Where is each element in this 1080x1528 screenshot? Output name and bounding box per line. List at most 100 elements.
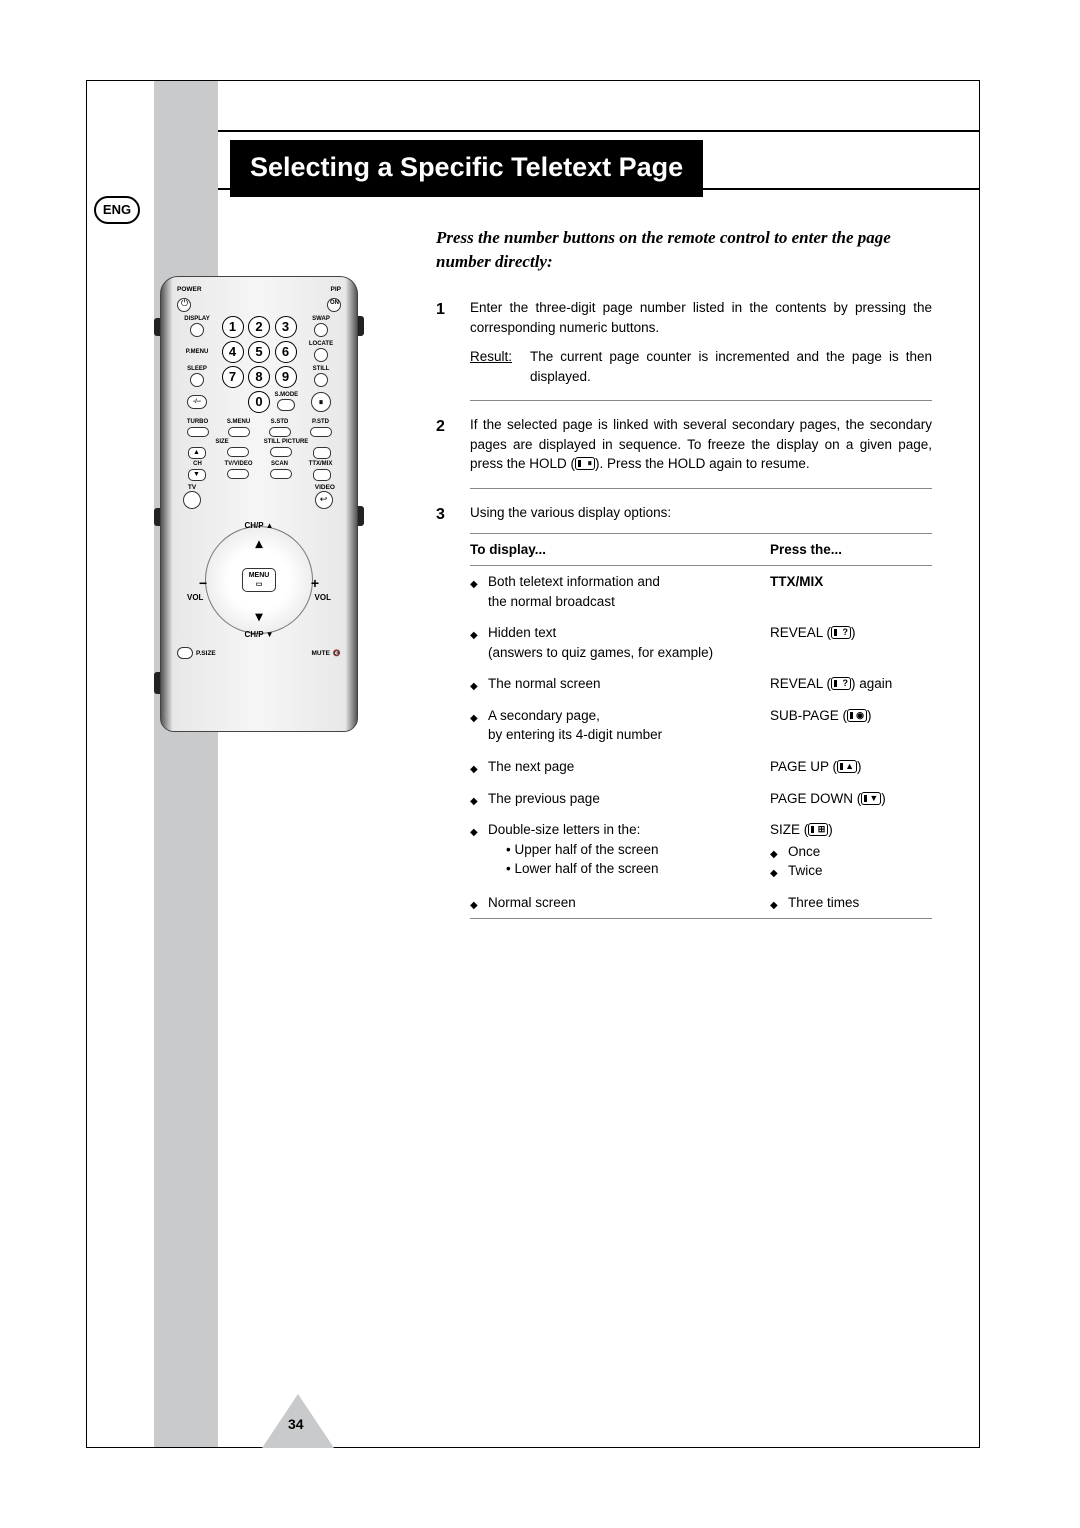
- opt-left: A secondary page,: [488, 708, 600, 723]
- opt-right: REVEAL (: [770, 625, 831, 640]
- bullet-icon: [470, 820, 488, 881]
- bullet-icon: [470, 623, 488, 662]
- pill-button: [310, 427, 332, 437]
- nav-minus: −: [199, 575, 207, 591]
- opt-left: Double-size letters in the:: [488, 822, 640, 837]
- opt-right-2: ): [857, 759, 862, 774]
- small-button: [190, 373, 204, 387]
- options-header-right: Press the...: [770, 540, 932, 560]
- scan-label: SCAN: [262, 461, 298, 467]
- tvvideo-label: TV/VIDEO: [221, 461, 257, 467]
- pill-button: [270, 447, 292, 457]
- still-label: STILL: [313, 366, 330, 372]
- option-row: Double-size letters in the: Upper half o…: [470, 814, 932, 887]
- options-header-left: To display...: [470, 540, 770, 560]
- small-button: [314, 348, 328, 362]
- locate-label: LOCATE: [309, 341, 333, 347]
- language-badge: ENG: [94, 196, 140, 224]
- opt-left: The previous page: [488, 789, 770, 809]
- power-button: ⏻: [177, 298, 191, 312]
- video-button: ↩: [315, 491, 333, 509]
- smode-button: [277, 399, 295, 411]
- option-row: Normal screen Three times: [470, 887, 932, 919]
- bullet-icon: [470, 789, 488, 809]
- pmenu-label: P.MENU: [186, 349, 209, 355]
- num-8-button: 8: [248, 366, 270, 388]
- bullet-icon: [770, 893, 788, 913]
- opt-right: REVEAL (: [770, 676, 831, 691]
- num-1-button: 1: [222, 316, 244, 338]
- opt-right-2: ) again: [851, 676, 892, 691]
- turbo-label: TURBO: [180, 419, 216, 425]
- intro-text: Press the number buttons on the remote c…: [436, 226, 944, 274]
- nav-up-arrow: ▴: [255, 535, 262, 552]
- step-2: 2 If the selected page is linked with se…: [436, 415, 932, 474]
- step-separator: [470, 400, 932, 401]
- psize-button: [177, 647, 193, 659]
- options-bottom-rule: [470, 918, 932, 919]
- smode-label: S.MODE: [275, 392, 299, 398]
- opt-left-2: the normal broadcast: [488, 594, 615, 609]
- pill-button: [228, 427, 250, 437]
- power-label: POWER: [177, 287, 202, 294]
- opt-left-2: by entering its 4-digit number: [488, 727, 662, 742]
- opt-rsub-2: Twice: [788, 861, 823, 881]
- num-5-button: 5: [248, 341, 270, 363]
- mute-label: MUTE: [311, 650, 329, 657]
- small-button: [190, 323, 204, 337]
- opt-right: Three times: [788, 893, 859, 913]
- ch-label: CH: [180, 461, 216, 467]
- num-9-button: 9: [275, 366, 297, 388]
- num-0-button: 0: [248, 391, 270, 413]
- reveal-icon: [831, 626, 851, 639]
- opt-right: SUB-PAGE (: [770, 708, 847, 723]
- opt-left: The next page: [488, 757, 770, 777]
- num-3-button: 3: [275, 316, 297, 338]
- mute-icon: 🔇: [333, 649, 341, 657]
- num-6-button: 6: [275, 341, 297, 363]
- bullet-icon: [470, 757, 488, 777]
- opt-right-2: ): [881, 791, 886, 806]
- smenu-label: S.MENU: [221, 419, 257, 425]
- pstd-label: P.STD: [303, 419, 339, 425]
- opt-right: PAGE UP (: [770, 759, 837, 774]
- opt-right-2: ): [867, 708, 872, 723]
- sleep-label: SLEEP: [187, 366, 207, 372]
- opt-sub-2: Lower half of the screen: [506, 859, 770, 879]
- tv-label: TV: [183, 485, 201, 492]
- pill-button: [227, 447, 249, 457]
- step3-text: Using the various display options:: [470, 505, 671, 520]
- stillpic-label: STILL PICTURE: [258, 439, 314, 445]
- step-body: Using the various display options: To di…: [470, 503, 932, 919]
- opt-left: Both teletext information and: [488, 574, 660, 589]
- ttxmix-label: TTX/MIX: [303, 461, 339, 467]
- page-number: 34: [288, 1416, 304, 1432]
- small-button: [314, 373, 328, 387]
- step-body: If the selected page is linked with seve…: [470, 415, 932, 474]
- pill-button: [313, 447, 331, 459]
- size-label: SIZE: [204, 439, 240, 445]
- menu-button: MENU▭: [242, 568, 276, 592]
- hold-button: ⏸: [311, 392, 331, 412]
- tv-button: [183, 491, 201, 509]
- option-row: The previous page PAGE DOWN (): [470, 783, 932, 815]
- opt-right: TTX/MIX: [770, 574, 823, 589]
- opt-left: The normal screen: [488, 674, 770, 694]
- steps-container: 1 Enter the three-digit page number list…: [436, 298, 932, 933]
- option-row: The normal screen REVEAL ( ) again: [470, 668, 932, 700]
- bullet-icon: [470, 572, 488, 611]
- step2-text-b: ). Press the HOLD again to resume.: [595, 456, 810, 471]
- step-3: 3 Using the various display options: To …: [436, 503, 932, 919]
- opt-right-2: ): [828, 822, 833, 837]
- opt-right: PAGE DOWN (: [770, 791, 861, 806]
- opt-rsub-1: Once: [788, 842, 820, 862]
- remote-body: POWER PIP ⏻ ON DISPLAY 1 2 3 SWAP P.MENU…: [160, 276, 358, 732]
- option-row: Hidden text(answers to quiz games, for e…: [470, 617, 932, 668]
- remote-control-illustration: POWER PIP ⏻ ON DISPLAY 1 2 3 SWAP P.MENU…: [154, 276, 364, 732]
- bullet-icon: [470, 706, 488, 745]
- step-separator: [470, 488, 932, 489]
- pip-label: PIP: [331, 287, 341, 294]
- step-number: 3: [436, 503, 470, 919]
- hold-icon: [575, 457, 595, 470]
- chp-up-label: CH/P ▲: [244, 521, 273, 530]
